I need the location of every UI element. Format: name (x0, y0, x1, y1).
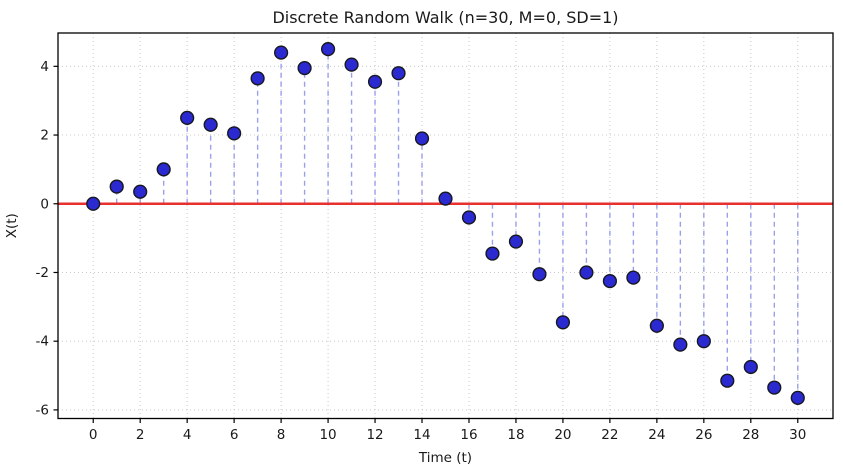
stem-lines (116, 49, 799, 398)
data-point (626, 270, 641, 285)
y-tick-label: 0 (40, 196, 49, 212)
x-axis-label: Time (t) (418, 450, 472, 466)
y-tick-labels: -6 -4 -2 0 2 4 (36, 59, 49, 419)
x-tick-label: 22 (601, 427, 618, 443)
x-tick-label: 14 (413, 427, 430, 443)
x-tick-label: 4 (183, 427, 192, 443)
data-point (414, 131, 430, 146)
data-point (508, 234, 524, 249)
plot-background (58, 33, 833, 419)
tick-marks (53, 65, 799, 423)
data-point (743, 359, 758, 375)
x-tick-label: 12 (366, 427, 383, 443)
x-tick-label: 24 (648, 427, 665, 443)
data-point (297, 60, 312, 76)
data-point (673, 337, 688, 352)
y-tick-label: -4 (36, 334, 49, 350)
y-tick-label: -2 (36, 265, 49, 281)
data-point (250, 71, 265, 86)
x-tick-label: 30 (789, 427, 806, 443)
data-point (320, 42, 336, 57)
data-point (649, 318, 664, 333)
data-point (203, 117, 218, 132)
data-point (391, 66, 406, 81)
data-point (696, 334, 711, 349)
x-tick-label: 0 (89, 427, 98, 443)
x-tick-label: 28 (742, 427, 759, 443)
x-tick-label: 16 (460, 427, 477, 443)
chart-title: Discrete Random Walk (n=30, M=0, SD=1) (272, 8, 618, 27)
data-point (438, 191, 453, 206)
data-point (790, 390, 805, 405)
data-point (720, 373, 735, 388)
plot-border (57, 32, 834, 420)
data-point (367, 74, 383, 89)
data-point (86, 196, 101, 211)
data-point (579, 265, 594, 280)
y-tick-label: 2 (40, 128, 49, 144)
data-point (555, 315, 571, 330)
y-tick-label: 4 (40, 59, 49, 75)
data-point (180, 110, 195, 125)
data-point (344, 57, 359, 72)
data-point (133, 184, 148, 199)
y-tick-label: -6 (36, 402, 49, 418)
data-point (156, 162, 171, 177)
data-point (602, 273, 617, 289)
x-tick-label: 6 (230, 427, 239, 443)
data-point (532, 267, 547, 282)
data-point (485, 246, 500, 261)
data-point (461, 210, 477, 225)
y-axis-label: X(t) (4, 213, 20, 238)
x-tick-labels: 0 2 4 6 8 10 12 14 16 18 20 22 24 26 28 30 (89, 427, 806, 443)
data-markers (86, 42, 805, 405)
data-point (767, 380, 782, 395)
x-tick-label: 18 (507, 427, 524, 443)
x-tick-label: 26 (695, 427, 712, 443)
x-tick-label: 8 (277, 427, 286, 443)
x-tick-label: 20 (554, 427, 571, 443)
data-point (274, 45, 289, 60)
x-tick-label: 2 (136, 427, 145, 443)
data-point (109, 179, 124, 194)
x-tick-label: 10 (319, 427, 336, 443)
data-point (227, 126, 242, 141)
